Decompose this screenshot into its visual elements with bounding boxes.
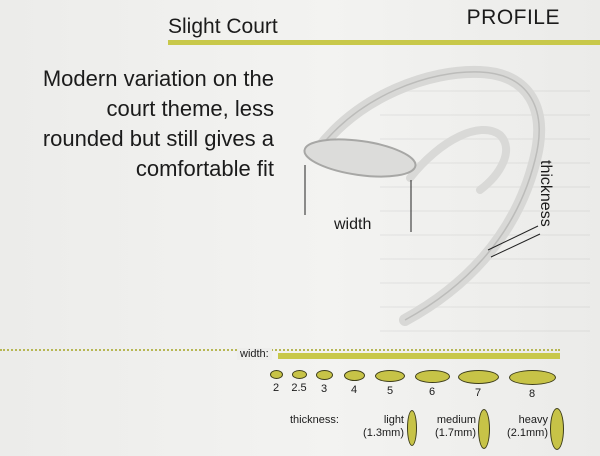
size-item: 4	[342, 370, 366, 396]
thickness-item: light (1.3mm)	[352, 414, 404, 440]
size-label: 3	[320, 383, 328, 395]
section-heading: PROFILE	[466, 6, 560, 29]
title-underline	[168, 40, 600, 45]
thickness-scale-label: thickness:	[290, 414, 339, 426]
description-line: Modern variation on the	[42, 66, 274, 91]
thickness-oval-light	[407, 410, 417, 446]
size-oval	[375, 370, 405, 382]
size-label: 2.5	[291, 382, 307, 394]
description-line: rounded but still gives a	[42, 126, 274, 151]
thickness-name: light	[383, 414, 404, 426]
size-label: 6	[428, 386, 436, 398]
size-item: 6	[414, 370, 450, 398]
thickness-name: medium	[436, 414, 476, 426]
size-label: 4	[350, 384, 358, 396]
thickness-item: medium (1.7mm)	[424, 414, 476, 440]
thickness-oval-heavy	[550, 408, 564, 450]
size-oval	[508, 370, 556, 385]
thickness-guide	[490, 233, 541, 258]
thickness-guide	[487, 225, 539, 251]
thickness-oval-medium	[478, 409, 490, 449]
size-label: 5	[386, 385, 394, 397]
thickness-chart: thickness: light (1.3mm) medium (1.7mm) …	[0, 408, 600, 456]
description: Modern variation on the court theme, les…	[0, 64, 274, 184]
size-oval	[343, 370, 365, 381]
thickness-value: (1.7mm)	[435, 427, 476, 439]
size-item: 5	[374, 370, 406, 397]
thickness-value: (2.1mm)	[507, 427, 548, 439]
dotted-divider	[0, 349, 560, 352]
ring-band-outer	[312, 65, 545, 326]
ring-band-inner	[406, 126, 510, 194]
width-scale-label: width:	[237, 348, 272, 360]
size-item: 2.5	[289, 370, 309, 394]
ring-band-edge	[317, 71, 540, 321]
size-item: 8	[508, 370, 556, 400]
width-label: width	[334, 216, 372, 233]
size-label: 2	[272, 382, 280, 394]
page-title: Slight Court	[168, 15, 278, 38]
size-label: 8	[528, 388, 536, 400]
width-scale-bar	[278, 353, 560, 359]
size-oval	[291, 370, 307, 379]
thickness-label: thickness	[537, 160, 554, 227]
size-oval	[269, 370, 283, 379]
cross-section-shape	[303, 138, 417, 178]
size-oval	[414, 370, 450, 383]
width-size-chart: 2 2.5 3 4 5 6 7 8	[0, 370, 600, 410]
description-line: court theme, less	[106, 96, 274, 121]
thickness-name: heavy	[518, 414, 548, 426]
description-line: comfortable fit	[135, 156, 274, 181]
thickness-value: (1.3mm)	[363, 427, 404, 439]
size-item: 3	[314, 370, 334, 395]
size-item: 2	[268, 370, 284, 394]
size-oval	[315, 370, 333, 380]
size-item: 7	[457, 370, 499, 399]
size-oval	[457, 370, 499, 384]
thickness-item: heavy (2.1mm)	[494, 414, 548, 440]
size-label: 7	[474, 387, 482, 399]
